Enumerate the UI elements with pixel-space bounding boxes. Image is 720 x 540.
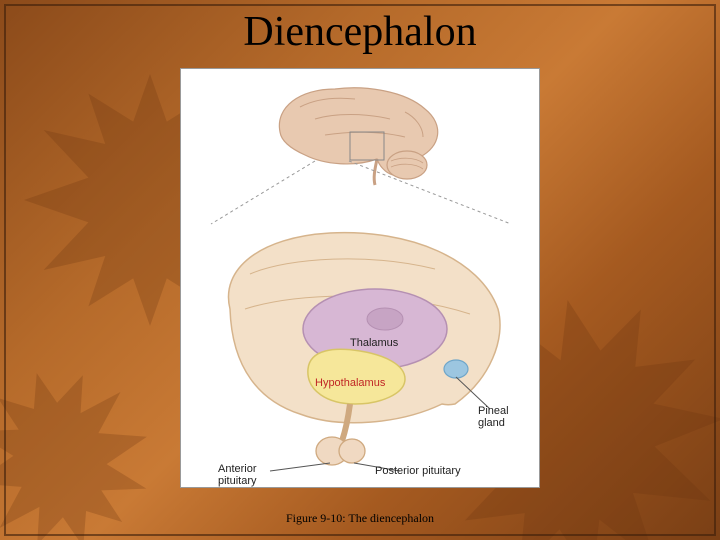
pineal-shape: [444, 360, 468, 378]
hypothalamus-label: Hypothalamus: [315, 377, 385, 389]
posterior-pituitary-label: Posterior pituitary: [375, 465, 461, 477]
slide: Diencephalon: [0, 0, 720, 540]
figure-panel: Thalamus Hypothalamus Pineal gland Anter…: [180, 68, 540, 488]
anterior-pituitary-label: Anterior pituitary: [218, 463, 273, 487]
detail-diencephalon: Thalamus Hypothalamus Pineal gland Anter…: [200, 219, 520, 479]
pineal-label: Pineal gland: [478, 405, 518, 429]
figure-caption: Figure 9-10: The diencephalon: [0, 511, 720, 526]
slide-title: Diencephalon: [0, 8, 720, 56]
thalamus-label: Thalamus: [350, 337, 398, 349]
posterior-pituitary-shape: [339, 439, 365, 463]
leaf-decoration: [0, 338, 182, 540]
